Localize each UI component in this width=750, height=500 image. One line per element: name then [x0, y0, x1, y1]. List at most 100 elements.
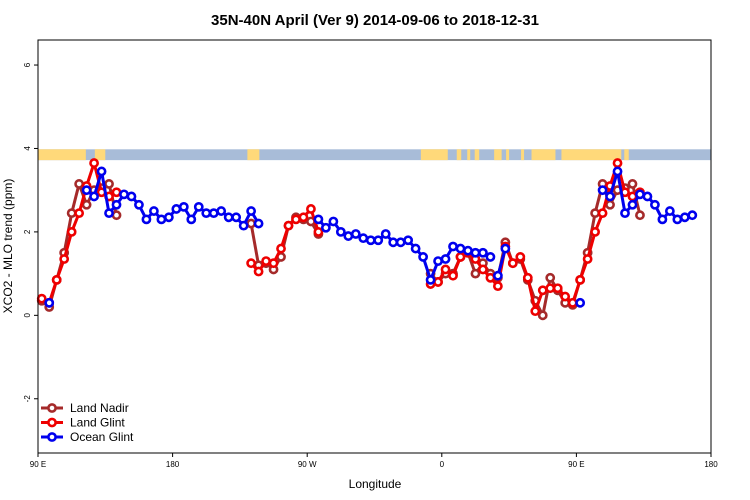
land-segment	[561, 149, 622, 161]
data-point	[253, 218, 264, 229]
data-point	[612, 158, 623, 168]
data-point	[425, 274, 436, 285]
data-point	[276, 243, 286, 254]
x-tick-label: 90 E	[568, 460, 584, 469]
data-point	[478, 247, 488, 258]
data-point	[635, 210, 645, 221]
data-point	[111, 199, 122, 210]
land-ocean-strip	[38, 149, 711, 161]
data-point	[635, 189, 645, 200]
data-point	[672, 214, 683, 225]
data-point	[149, 206, 159, 216]
data-point	[627, 199, 638, 210]
data-point	[343, 231, 354, 241]
data-point	[298, 212, 309, 223]
land-segment	[247, 149, 260, 161]
data-point	[612, 166, 623, 177]
data-point	[582, 254, 593, 264]
data-point	[89, 191, 99, 202]
data-point	[590, 226, 600, 237]
data-point	[313, 226, 324, 237]
data-point	[104, 208, 114, 219]
data-point	[335, 226, 346, 237]
data-point	[545, 283, 556, 294]
legend-swatch-marker	[47, 417, 57, 428]
data-point	[485, 252, 496, 262]
data-point	[664, 206, 675, 216]
data-point	[111, 210, 122, 221]
x-tick-label: 180	[166, 460, 180, 469]
data-point	[96, 166, 107, 177]
data-point	[470, 247, 481, 258]
data-point	[89, 158, 99, 168]
data-point	[545, 272, 556, 283]
data-point	[59, 254, 70, 264]
land-segment	[531, 149, 556, 161]
data-point	[246, 218, 257, 229]
data-point	[530, 306, 541, 317]
legend-item: Land Glint	[41, 416, 125, 430]
data-point	[178, 201, 189, 212]
land-segment	[494, 149, 502, 161]
data-point	[455, 252, 466, 262]
data-point	[642, 191, 653, 202]
data-point	[537, 285, 548, 296]
data-point	[111, 187, 122, 198]
x-tick-label: 90 W	[298, 460, 317, 469]
data-point	[350, 229, 361, 239]
plot-frame	[37, 39, 712, 454]
data-point	[448, 241, 458, 252]
data-point	[163, 212, 174, 223]
data-point	[433, 277, 443, 287]
series-line	[40, 182, 642, 317]
land-segment	[456, 149, 462, 161]
data-point	[156, 214, 167, 225]
data-point	[463, 245, 473, 256]
data-point	[74, 179, 85, 189]
data-point	[440, 254, 451, 264]
data-point	[605, 191, 615, 202]
data-point	[193, 201, 204, 212]
data-point	[567, 297, 578, 308]
data-point	[620, 208, 630, 219]
data-point	[216, 206, 227, 216]
data-point	[246, 206, 257, 216]
x-tick-label: 90 E	[30, 460, 46, 469]
data-point	[605, 199, 615, 210]
data-point	[485, 272, 496, 283]
data-point	[44, 297, 55, 308]
data-point	[492, 281, 503, 292]
data-point	[119, 189, 129, 200]
data-point	[365, 235, 376, 246]
legend-item: Land Nadir	[41, 401, 129, 415]
data-point	[575, 297, 586, 308]
data-point	[358, 233, 369, 244]
data-point	[657, 214, 668, 225]
data-point	[306, 204, 316, 214]
land-segment	[467, 149, 471, 161]
data-point	[223, 212, 234, 223]
data-point	[507, 258, 518, 269]
data-point	[253, 266, 264, 277]
series-land-glint	[36, 158, 645, 317]
y-axis-label: XCO2 - MLO trend (ppm)	[1, 179, 15, 314]
data-point	[522, 272, 533, 283]
x-axis-label: Longitude	[349, 477, 402, 491]
data-point	[380, 229, 391, 239]
data-point	[201, 208, 212, 219]
data-point	[500, 243, 511, 254]
data-point	[440, 264, 451, 275]
legend-item: Ocean Glint	[41, 430, 134, 444]
y-tick-label: 0	[23, 313, 32, 318]
data-point	[395, 237, 406, 248]
data-point	[268, 258, 279, 269]
data-point	[388, 237, 399, 248]
data-point	[246, 258, 257, 269]
data-point	[283, 220, 294, 231]
data-point	[597, 185, 608, 196]
data-point	[81, 185, 92, 196]
data-point	[231, 212, 242, 223]
land-segment	[94, 149, 106, 161]
data-point	[81, 199, 92, 210]
